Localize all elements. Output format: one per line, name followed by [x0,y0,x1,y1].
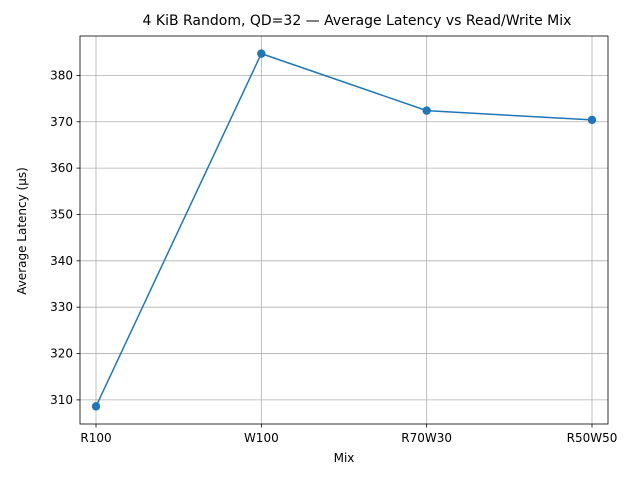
series-line [95,52,593,407]
series-layer [91,49,597,411]
y-tick-label: 340 [50,254,73,268]
y-tick-label: 320 [50,347,73,361]
y-tick-label: 370 [50,115,73,129]
data-point [422,106,431,115]
y-tick-label: 330 [50,300,73,314]
x-tick-label: R50W50 [567,431,618,445]
y-axis-label: Average Latency (µs) [15,167,29,295]
data-point [257,49,266,58]
data-point [91,402,101,411]
y-tick-label: 350 [50,207,73,221]
x-tick-label: W100 [244,431,279,445]
y-tick-label: 380 [50,68,73,82]
y-tick-label: 310 [50,393,73,407]
grid [80,36,608,424]
y-tick-label: 360 [50,161,73,175]
x-tick-label: R70W30 [401,431,452,445]
axes-frame [79,35,609,425]
x-axis-label: Mix [334,451,355,465]
ticks: 310 320 330 340 350 360 370 380 R100 W100 R70W30 R5… [50,68,617,445]
chart-title: 4 KiB Random, QD=32 — Average Latency vs… [143,13,572,29]
data-point [587,115,597,125]
x-tick-label: R100 [80,431,111,445]
